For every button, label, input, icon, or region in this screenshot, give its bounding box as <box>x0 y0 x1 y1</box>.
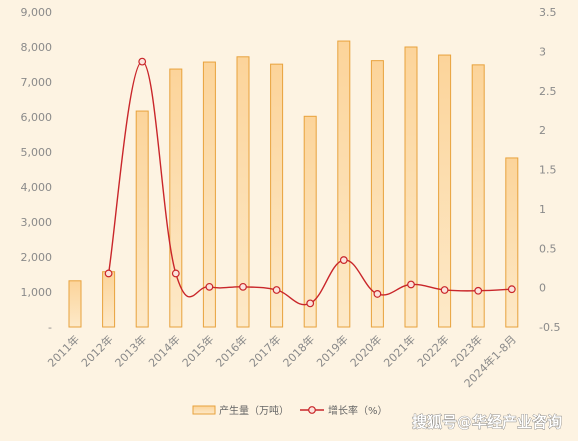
bar <box>438 54 452 328</box>
watermark: 搜狐号@华经产业咨询 <box>412 413 562 431</box>
bar <box>102 271 116 328</box>
line-point <box>407 280 415 289</box>
y-axis-right: -0.5 0 0.5 1 1.5 2 2.5 3 3.5 <box>539 6 560 334</box>
bar <box>337 40 351 328</box>
y-right-tick-label: 2 <box>539 124 546 137</box>
y-right-tick-label: 1.5 <box>539 164 557 177</box>
bar <box>68 280 82 328</box>
y-left-tick-label: 4,000 <box>21 181 53 194</box>
x-tick-label: 2021年 <box>381 332 418 369</box>
bar <box>270 63 284 328</box>
x-tick-label: 2013年 <box>112 332 149 369</box>
y-left-tick-label: 5,000 <box>21 146 53 159</box>
y-left-tick-label: 1,000 <box>21 286 53 299</box>
line-point <box>440 286 449 294</box>
line-point <box>138 57 147 66</box>
y-left-tick-label: 8,000 <box>21 41 53 54</box>
y-right-tick-label: 3 <box>539 45 546 58</box>
y-left-tick-label: 3,000 <box>21 216 53 229</box>
y-left-tick-label: 6,000 <box>21 111 53 124</box>
y-axis-left: - 1,000 2,000 3,000 4,000 5,000 6,000 7,000 8,00… <box>21 6 53 334</box>
y-left-tick-label: 9,000 <box>21 6 53 19</box>
legend-line-label: 增长率（%） <box>328 404 388 417</box>
line-point <box>507 285 516 294</box>
x-tick-label: 2016年 <box>213 332 250 369</box>
x-tick-label: 2011年 <box>45 332 82 369</box>
y-right-tick-label: 2.5 <box>539 85 557 98</box>
bar <box>404 46 418 328</box>
y-left-tick-label: 2,000 <box>21 251 53 264</box>
y-right-tick-label: 3.5 <box>539 6 557 19</box>
bar <box>135 110 149 328</box>
bar <box>505 157 519 328</box>
x-tick-label: 2019年 <box>313 332 350 369</box>
line-point <box>104 269 113 278</box>
line-point <box>272 286 281 294</box>
x-tick-label: 2018年 <box>280 332 317 369</box>
x-tick-label: 2015年 <box>179 332 216 369</box>
legend-bar-swatch <box>192 405 216 415</box>
line-point <box>171 269 180 278</box>
y-right-tick-label: 0.5 <box>539 242 557 255</box>
bar <box>169 68 183 328</box>
y-right-tick-label: -0.5 <box>539 321 560 334</box>
x-tick-label: 2017年 <box>246 332 283 369</box>
x-tick-label: 2020年 <box>347 332 384 369</box>
line-point <box>474 286 483 295</box>
line-point <box>373 290 382 298</box>
y-right-tick-label: 1 <box>539 203 546 216</box>
line-series <box>104 57 516 308</box>
legend: 产生量（万吨） 增长率（%） <box>192 404 388 417</box>
legend-bar-label: 产生量（万吨） <box>219 404 289 417</box>
line-point <box>239 282 247 291</box>
x-tick-label: 2012年 <box>78 332 115 369</box>
x-axis: 2011年2012年2013年2014年2015年2016年2017年2018年… <box>45 332 519 390</box>
bar <box>202 61 216 328</box>
line-point <box>306 299 315 308</box>
bar <box>471 64 485 328</box>
y-left-tick-label: 7,000 <box>21 76 53 89</box>
x-tick-label: 2022年 <box>414 332 451 369</box>
legend-line-marker <box>308 406 316 414</box>
bar <box>236 56 250 328</box>
bar <box>370 60 384 328</box>
line-point <box>205 282 214 291</box>
line-point <box>339 256 348 264</box>
bar-series <box>68 40 519 328</box>
x-tick-label: 2014年 <box>145 332 182 369</box>
bar <box>303 115 317 328</box>
y-left-tick-label: - <box>48 321 52 334</box>
y-right-tick-label: 0 <box>539 282 546 295</box>
